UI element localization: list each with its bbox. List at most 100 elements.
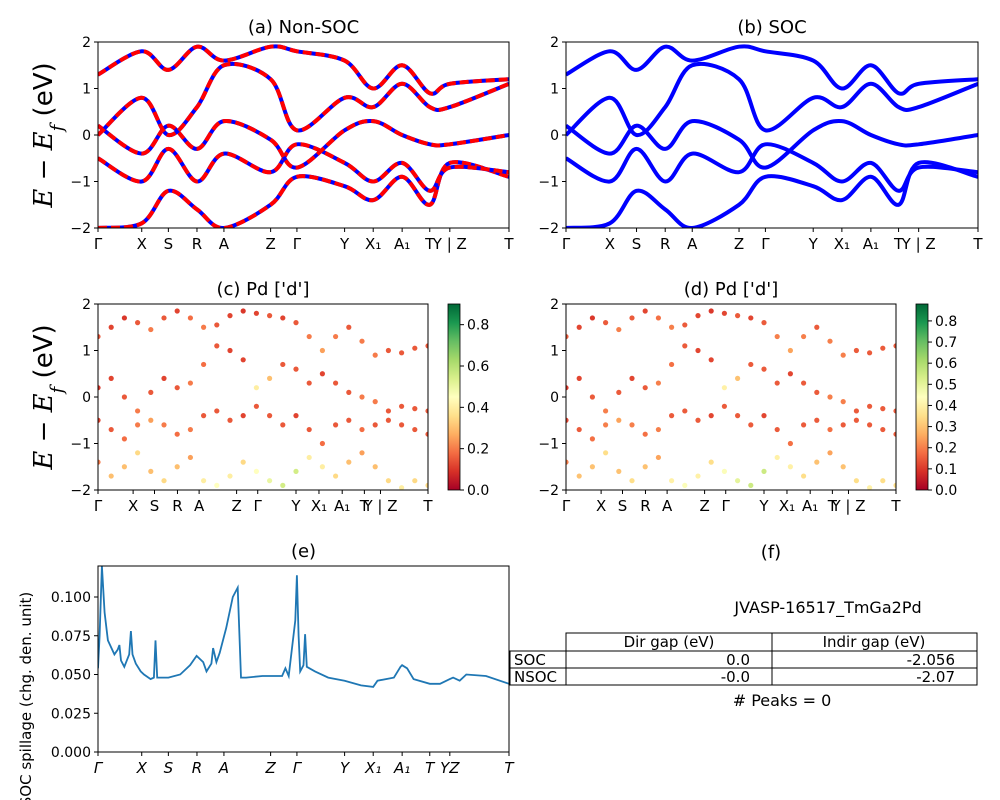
x-tick-label: Γ xyxy=(562,497,571,515)
projection-point xyxy=(214,482,220,488)
x-tick-label: R xyxy=(192,759,202,777)
y-tick-label: −2 xyxy=(538,221,559,237)
x-tick-label: Z xyxy=(231,497,241,515)
projection-point xyxy=(695,347,701,354)
row-nsoc-label: NSOC xyxy=(514,668,557,686)
projection-point xyxy=(774,426,780,433)
x-tick-label: T xyxy=(503,235,514,253)
y-tick-label: −2 xyxy=(70,483,91,499)
projection-point xyxy=(385,417,391,423)
projection-point xyxy=(682,408,688,414)
ylabel-top: E − Ef (eV) xyxy=(29,62,68,208)
projection-point xyxy=(161,315,167,321)
colorbar-tick-label: 0.8 xyxy=(467,318,489,334)
y-tick-label: 1 xyxy=(82,344,91,360)
projection-point xyxy=(214,322,220,328)
x-tick-label: Y | Z xyxy=(432,235,467,253)
y-tick-label: −1 xyxy=(70,437,91,453)
y-tick-label: −1 xyxy=(538,437,559,453)
plot-area-e xyxy=(98,566,509,688)
projection-point xyxy=(280,361,286,368)
x-tick-label: S xyxy=(632,235,642,253)
band-line-red-dashed xyxy=(98,118,509,170)
projection-point xyxy=(761,413,767,419)
projection-point xyxy=(240,413,246,419)
projection-point xyxy=(372,352,378,358)
projection-point xyxy=(98,459,101,465)
projection-point xyxy=(161,422,167,428)
projection-point xyxy=(267,375,273,381)
projection-point xyxy=(669,413,675,419)
projection-point xyxy=(840,352,846,358)
projection-point xyxy=(576,473,582,479)
band-line xyxy=(566,118,978,170)
x-tick-label: A₁ xyxy=(394,235,410,253)
projection-point xyxy=(161,478,167,484)
projection-point xyxy=(319,371,325,377)
projection-point xyxy=(748,482,754,488)
projection-point xyxy=(616,417,622,423)
x-tick-label: Γ xyxy=(94,497,103,515)
projection-point xyxy=(108,375,114,381)
x-tick-label: A xyxy=(218,759,229,777)
material-id: JVASP-16517_TmGa2Pd xyxy=(733,598,921,618)
projection-point xyxy=(603,450,609,456)
x-tick-label: Γ xyxy=(761,235,770,253)
projection-point xyxy=(385,347,391,354)
projection-point xyxy=(135,408,141,414)
x-tick-label: Y xyxy=(339,235,350,253)
projection-point xyxy=(853,417,860,423)
x-tick-label: S xyxy=(618,497,628,515)
colorbar-tick-label: 0.1 xyxy=(935,462,957,478)
x-tick-label: Y xyxy=(808,235,819,253)
projection-point xyxy=(616,326,622,333)
colorbar-d: 0.0 0.1 0.2 0.3 0.4 0.5 0.6 0.7 0.8 xyxy=(915,303,957,499)
projection-point xyxy=(346,417,352,423)
x-tick-label: Z xyxy=(265,235,275,253)
panel-e-title: (e) xyxy=(291,541,316,562)
table-header-indir-gap: Indir gap (eV) xyxy=(823,633,926,651)
projection-point xyxy=(761,366,767,372)
projection-point xyxy=(642,464,648,470)
x-tick-label: S xyxy=(164,235,174,253)
x-tick-label: A xyxy=(662,497,673,515)
projection-point xyxy=(566,459,569,465)
projection-point xyxy=(708,459,714,465)
projection-point xyxy=(399,485,405,490)
projection-point xyxy=(880,426,886,433)
projection-point xyxy=(121,436,127,442)
projection-point xyxy=(735,478,741,484)
projection-point xyxy=(293,366,299,372)
projection-point xyxy=(333,380,339,386)
band-line-red-dashed xyxy=(98,142,509,193)
projection-point xyxy=(108,426,114,433)
projection-point xyxy=(280,422,286,428)
projection-point xyxy=(161,375,167,381)
x-tick-label: A xyxy=(194,497,205,515)
projection-point xyxy=(576,375,582,381)
panel-d-title: (d) Pd ['d'] xyxy=(684,279,779,300)
x-tick-label: Z xyxy=(734,235,744,253)
projection-point xyxy=(187,315,193,321)
x-tick-label: Γ xyxy=(562,235,571,253)
x-tick-label: A xyxy=(219,235,230,253)
plot-area-c xyxy=(98,308,428,490)
row-nsoc-indir: -2.07 xyxy=(916,668,955,686)
projection-point xyxy=(214,343,220,349)
projection-point xyxy=(372,464,378,470)
projection-point xyxy=(801,422,807,428)
y-tick-label: 2 xyxy=(82,297,91,313)
x-tick-label: T xyxy=(425,759,436,777)
colorbar-tick-label: 0.4 xyxy=(467,400,489,416)
projection-point xyxy=(655,454,662,461)
y-tick-label: 1 xyxy=(82,82,91,98)
projection-point xyxy=(293,320,299,326)
x-tick-label: Γ xyxy=(293,759,303,777)
band-line xyxy=(566,44,978,96)
x-tick-label: A₁ xyxy=(863,235,879,253)
axes-frame-d xyxy=(565,303,897,491)
band-line xyxy=(566,61,978,137)
projection-point xyxy=(566,385,569,391)
projection-point xyxy=(372,422,378,428)
projection-point xyxy=(385,408,391,414)
